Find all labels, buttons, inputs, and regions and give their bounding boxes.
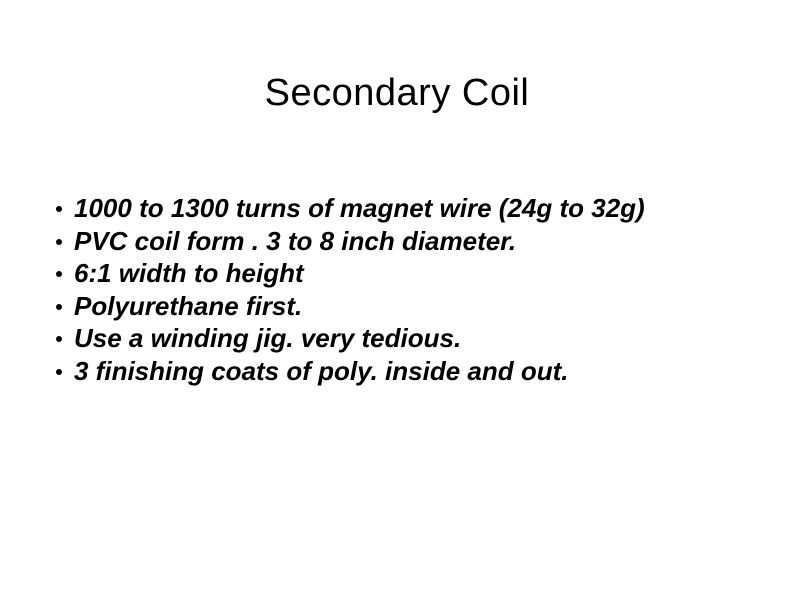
list-item: Use a winding jig. very tedious. — [50, 322, 734, 355]
slide: Secondary Coil 1000 to 1300 turns of mag… — [0, 0, 794, 595]
list-item: Polyurethane first. — [50, 290, 734, 323]
slide-title: Secondary Coil — [0, 72, 794, 115]
bullet-text: PVC coil form . 3 to 8 inch diameter. — [74, 226, 516, 256]
bullet-list: 1000 to 1300 turns of magnet wire (24g t… — [50, 192, 734, 387]
list-item: PVC coil form . 3 to 8 inch diameter. — [50, 225, 734, 258]
bullet-text: Use a winding jig. very tedious. — [74, 323, 461, 353]
bullet-icon — [56, 271, 62, 277]
list-item: 1000 to 1300 turns of magnet wire (24g t… — [50, 192, 734, 225]
bullet-icon — [56, 206, 62, 212]
bullet-icon — [56, 336, 62, 342]
slide-content: 1000 to 1300 turns of magnet wire (24g t… — [50, 192, 734, 387]
bullet-icon — [56, 304, 62, 310]
bullet-icon — [56, 239, 62, 245]
bullet-text: Polyurethane first. — [74, 291, 302, 321]
list-item: 6:1 width to height — [50, 257, 734, 290]
bullet-text: 3 finishing coats of poly. inside and ou… — [74, 356, 569, 386]
list-item: 3 finishing coats of poly. inside and ou… — [50, 355, 734, 388]
bullet-text: 6:1 width to height — [74, 258, 304, 288]
bullet-icon — [56, 369, 62, 375]
bullet-text: 1000 to 1300 turns of magnet wire (24g t… — [74, 193, 645, 223]
